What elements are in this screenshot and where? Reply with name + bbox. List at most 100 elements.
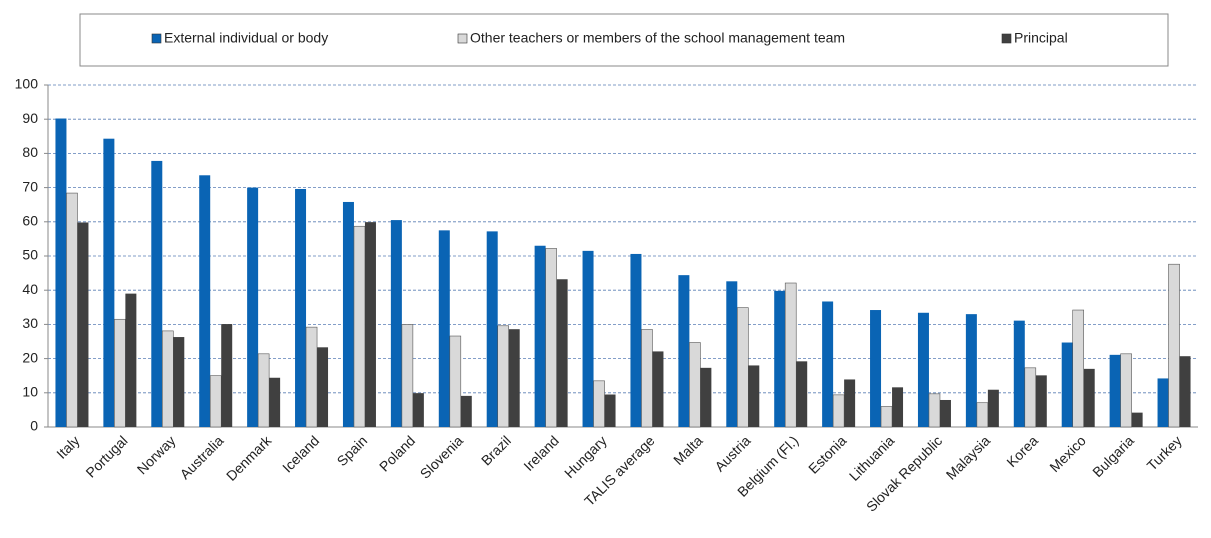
- x-tick-label: Estonia: [805, 432, 849, 476]
- bar: [317, 347, 329, 427]
- bar: [726, 281, 738, 427]
- bar: [257, 353, 270, 428]
- bar: [114, 318, 126, 428]
- bar: [269, 377, 281, 427]
- bar: [66, 192, 78, 428]
- bar: [736, 307, 749, 428]
- bar: [880, 406, 893, 428]
- bar: [497, 325, 510, 428]
- x-tick-label: Malta: [670, 432, 706, 468]
- bar: [1061, 342, 1073, 427]
- bar: [822, 301, 834, 427]
- y-tick-label: 90: [22, 110, 38, 126]
- legend-swatch: [1001, 33, 1012, 44]
- bar: [832, 394, 845, 428]
- x-tick-label: Korea: [1003, 432, 1041, 470]
- bar: [77, 222, 89, 427]
- bar: [796, 361, 808, 427]
- x-tick-label: Portugal: [82, 432, 130, 480]
- bar: [965, 314, 977, 427]
- legend-label: External individual or body: [164, 30, 328, 46]
- bar: [247, 187, 259, 427]
- x-tick-label: Denmark: [223, 432, 275, 484]
- bar: [221, 324, 233, 427]
- bar: [412, 393, 424, 427]
- legend-swatch: [457, 33, 468, 44]
- bar: [460, 395, 472, 427]
- x-tick-label: Brazil: [478, 432, 514, 468]
- bar: [556, 279, 568, 427]
- bar: [678, 275, 690, 427]
- bar: [390, 220, 402, 427]
- bar: [534, 245, 546, 427]
- x-tick-label: Norway: [134, 432, 179, 477]
- bar: [209, 375, 222, 428]
- y-tick-label: 0: [30, 418, 38, 434]
- bar: [353, 225, 366, 428]
- x-tick-label: Australia: [177, 432, 227, 482]
- bar: [173, 337, 185, 427]
- bar: [486, 231, 498, 427]
- bar: [689, 342, 701, 428]
- x-tick-label: Iceland: [279, 432, 322, 475]
- bar: [700, 367, 712, 427]
- bar: [508, 329, 520, 427]
- x-tick-label: Turkey: [1144, 432, 1185, 473]
- bar: [1083, 368, 1095, 427]
- bar: [364, 222, 376, 427]
- y-tick-label: 80: [22, 144, 38, 160]
- bar: [1120, 353, 1132, 428]
- bar: [987, 389, 999, 427]
- x-tick-label: Italy: [53, 432, 82, 461]
- y-tick-label: 20: [22, 349, 38, 365]
- legend-box: [79, 13, 1169, 67]
- bar: [55, 118, 67, 428]
- bar: [1024, 367, 1037, 428]
- bar: [774, 290, 786, 427]
- bar: [199, 175, 211, 427]
- x-tick-label: Austria: [711, 432, 753, 474]
- bar: [1035, 375, 1047, 427]
- bar: [748, 365, 760, 427]
- legend-label: Principal: [1014, 30, 1068, 46]
- bar: [844, 379, 856, 427]
- y-tick-label: 60: [22, 213, 38, 229]
- bar: [892, 387, 904, 427]
- legend-label: Other teachers or members of the school …: [470, 30, 845, 46]
- bar: [928, 393, 941, 428]
- x-tick-label: Malaysia: [943, 432, 994, 483]
- legend-swatch: [151, 33, 162, 44]
- bar: [784, 282, 797, 428]
- bar: [342, 201, 354, 427]
- x-tick-label: Mexico: [1046, 432, 1089, 475]
- bar: [593, 380, 605, 428]
- bar: [401, 324, 414, 428]
- bar: [125, 293, 137, 427]
- bar: [1168, 263, 1180, 428]
- bar: [652, 351, 664, 427]
- bar: [161, 330, 174, 428]
- x-tick-label: Ireland: [520, 432, 562, 474]
- bar: [1072, 309, 1085, 428]
- bar: [630, 253, 642, 427]
- bar: [641, 329, 653, 428]
- bar: [1013, 320, 1025, 427]
- bar: [976, 402, 989, 428]
- bar: [604, 394, 616, 427]
- y-tick-label: 40: [22, 281, 38, 297]
- bar: [438, 230, 450, 427]
- bar: [1157, 378, 1169, 427]
- bar: [295, 188, 307, 427]
- y-tick-label: 30: [22, 315, 38, 331]
- bar: [1179, 356, 1191, 427]
- bar: [305, 326, 318, 428]
- bar: [1131, 412, 1143, 427]
- x-tick-label: Hungary: [561, 432, 610, 481]
- y-tick-label: 10: [22, 384, 38, 400]
- y-tick-label: 100: [15, 76, 39, 92]
- bar: [545, 248, 557, 428]
- bar: [582, 250, 594, 427]
- bar: [939, 399, 951, 427]
- bar: [870, 310, 882, 427]
